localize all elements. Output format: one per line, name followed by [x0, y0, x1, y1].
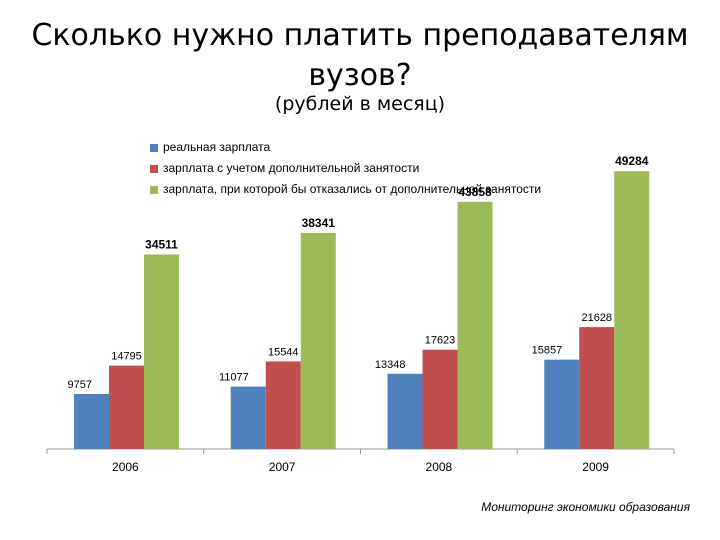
bar-series-3-2006 — [144, 254, 179, 449]
bar-series-1-2007 — [230, 386, 266, 449]
bar-series-3-2009 — [614, 171, 650, 449]
bar-series-1-2006 — [74, 394, 109, 449]
data-label-series-3-2009: 49284 — [615, 154, 649, 168]
legend-item-series-2: зарплата с учетом дополнительной занятос… — [150, 158, 541, 179]
data-label-series-2-2007: 15544 — [268, 346, 299, 358]
source-note: Мониторинг экономики образования — [481, 500, 690, 514]
data-label-series-3-2006: 34511 — [145, 237, 178, 251]
bar-series-3-2007 — [300, 232, 336, 449]
data-label-series-2-2006: 14795 — [111, 351, 142, 363]
x-tick-label-2006: 2006 — [112, 460, 139, 474]
x-tick-label-2007: 2007 — [269, 460, 296, 474]
bar-series-2-2008 — [422, 349, 458, 449]
data-label-series-1-2008: 13348 — [375, 359, 406, 371]
bar-series-2-2007 — [265, 361, 301, 449]
chart-subtitle: (рублей в месяц) — [274, 93, 446, 115]
bar-series-1-2009 — [544, 359, 580, 449]
bar-series-2-2009 — [579, 327, 615, 449]
data-label-series-2-2008: 17623 — [425, 335, 456, 347]
legend-swatch-series-1 — [150, 143, 158, 152]
legend-swatch-series-2 — [150, 164, 158, 173]
data-label-series-1-2007: 11077 — [219, 372, 249, 384]
legend-item-series-3: зарплата, при которой бы отказались от д… — [150, 179, 541, 200]
legend-label-series-2: зарплата с учетом дополнительной занятос… — [163, 161, 420, 175]
x-tick-label-2008: 2008 — [426, 460, 453, 474]
data-label-series-1-2009: 15857 — [532, 345, 563, 357]
bar-series-2-2006 — [109, 365, 144, 449]
chart-title: Сколько нужно платить преподавателям вуз… — [31, 18, 689, 93]
data-label-series-1-2006: 9757 — [68, 379, 92, 391]
data-label-series-2-2009: 21628 — [581, 312, 612, 324]
legend-label-series-3: зарплата, при которой бы отказались от д… — [163, 182, 542, 196]
legend: реальная зарплата зарплата с учетом допо… — [150, 137, 541, 200]
legend-label-series-1: реальная зарплата — [163, 140, 271, 154]
bar-series-3-2008 — [457, 201, 493, 449]
data-label-series-3-2007: 38341 — [302, 216, 336, 230]
bar-series-1-2008 — [387, 373, 423, 449]
legend-swatch-series-3 — [150, 185, 158, 194]
x-tick-label-2009: 2009 — [582, 460, 609, 474]
legend-item-series-1: реальная зарплата — [150, 137, 541, 158]
data-label-series-3-2008: 43858 — [458, 185, 492, 199]
